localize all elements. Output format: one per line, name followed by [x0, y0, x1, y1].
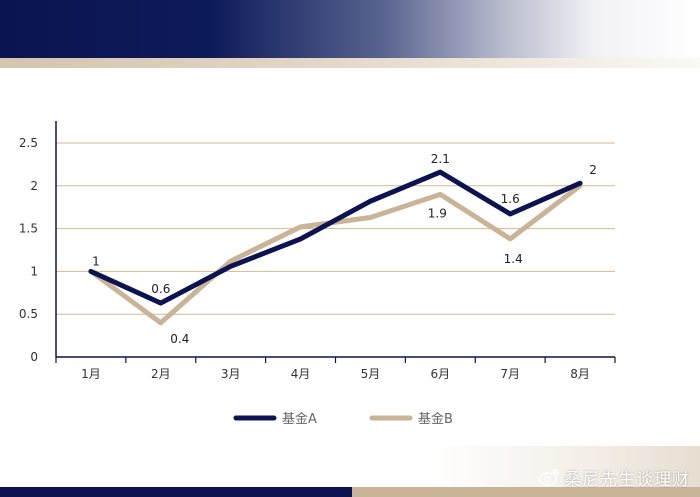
x-tick-label: 4月: [291, 367, 311, 381]
data-label: 1.9: [428, 206, 447, 220]
data-label: 0.4: [170, 332, 189, 346]
data-label: 1.6: [501, 192, 520, 206]
x-tick-label: 8月: [570, 367, 590, 381]
header-accent-stripe: [0, 58, 700, 68]
y-tick-label: 1: [30, 264, 38, 278]
x-tick-label: 6月: [430, 367, 450, 381]
y-tick-label: 2.5: [19, 136, 38, 150]
x-tick-label: 5月: [361, 367, 381, 381]
data-label: 2.1: [431, 152, 450, 166]
y-tick-label: 1.5: [19, 222, 38, 236]
x-tick-label: 7月: [500, 367, 520, 381]
data-label: 0.6: [151, 282, 170, 296]
footer-bar-navy: [0, 487, 352, 497]
footer-bar-tan: [352, 487, 700, 497]
y-axis-ticks: 0 0.5 1 1.5 2 2.5: [19, 136, 38, 364]
watermark: 桑尼先生谈理财: [538, 466, 690, 490]
y-tick-label: 0.5: [19, 307, 38, 321]
y-tick-label: 2: [30, 179, 38, 193]
header-banner: [0, 0, 700, 58]
x-tick-label: 2月: [151, 367, 171, 381]
x-axis-ticks: 1月 2月 3月 4月 5月 6月 7月 8月: [81, 367, 590, 381]
legend: 基金A 基金B: [233, 411, 453, 427]
y-tick-label: 0: [30, 350, 38, 364]
grid-lines: [56, 142, 615, 315]
legend-item-fund-a-label: 基金A: [282, 411, 317, 427]
footer-fade: [430, 446, 700, 487]
data-labels: 1 0.6 2.1 1.6 2 0.4 1.9 1.4: [92, 152, 597, 346]
weibo-icon: [538, 469, 559, 486]
axes: [55, 121, 616, 363]
x-tick-label: 3月: [221, 367, 241, 381]
series-lines: [88, 169, 583, 326]
data-label: 1.4: [504, 252, 523, 266]
watermark-text: 桑尼先生谈理财: [564, 469, 690, 490]
series-line-fund-a: [88, 169, 583, 306]
x-tick-label: 1月: [81, 367, 101, 381]
data-label: 1: [92, 254, 100, 268]
data-label: 2: [589, 163, 597, 177]
legend-item-fund-b-label: 基金B: [418, 411, 453, 427]
